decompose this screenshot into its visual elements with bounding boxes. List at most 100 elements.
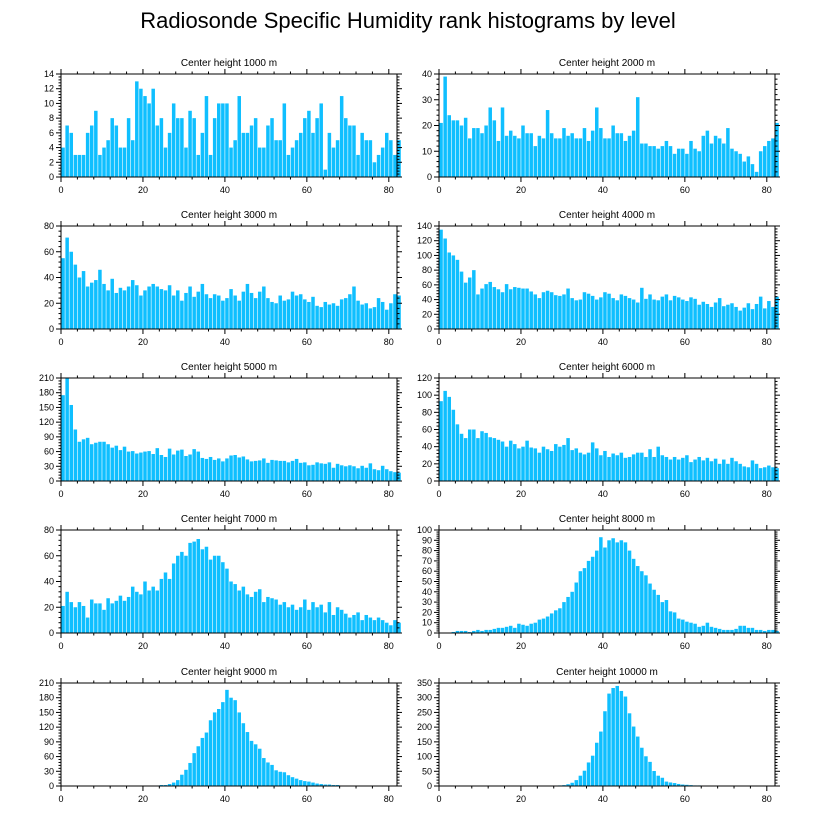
bar bbox=[767, 140, 771, 177]
bar bbox=[574, 448, 579, 481]
bar bbox=[282, 460, 287, 481]
bar bbox=[763, 467, 767, 481]
bar bbox=[98, 269, 102, 329]
bar bbox=[537, 619, 542, 633]
bar bbox=[603, 450, 607, 481]
bar bbox=[590, 556, 595, 633]
bar bbox=[566, 784, 570, 786]
bar bbox=[335, 140, 340, 177]
bar bbox=[315, 783, 319, 786]
bar bbox=[114, 125, 119, 177]
bar bbox=[196, 746, 201, 786]
bar bbox=[635, 97, 640, 177]
bar bbox=[443, 76, 447, 177]
bar bbox=[586, 762, 591, 786]
bar bbox=[139, 295, 143, 329]
bar bbox=[701, 135, 706, 177]
bar bbox=[212, 118, 217, 177]
bar bbox=[595, 742, 599, 786]
x-tick-label: 80 bbox=[762, 337, 772, 347]
bar bbox=[151, 283, 155, 329]
bar bbox=[476, 629, 480, 633]
bar bbox=[697, 626, 701, 633]
bar bbox=[106, 290, 110, 330]
bar bbox=[257, 589, 262, 633]
bar bbox=[303, 599, 307, 633]
bar bbox=[171, 454, 176, 481]
bar bbox=[611, 688, 615, 786]
bar bbox=[672, 612, 677, 633]
bar bbox=[163, 572, 168, 633]
y-tick-label: 100 bbox=[417, 390, 432, 400]
bar bbox=[586, 293, 591, 329]
bar bbox=[245, 594, 250, 634]
bar bbox=[106, 444, 110, 481]
y-tick-label: 150 bbox=[39, 707, 54, 717]
bar bbox=[237, 590, 241, 633]
bar bbox=[730, 148, 734, 177]
bar bbox=[562, 444, 566, 481]
bar bbox=[635, 566, 640, 633]
bar bbox=[611, 125, 615, 177]
bar bbox=[376, 470, 381, 481]
bar bbox=[167, 578, 172, 633]
bar bbox=[331, 147, 336, 177]
bar bbox=[171, 563, 176, 633]
panel-title: Center height 9000 m bbox=[181, 667, 277, 678]
bar bbox=[590, 130, 595, 177]
bar bbox=[533, 146, 538, 177]
bar bbox=[102, 441, 106, 481]
bar bbox=[730, 457, 734, 481]
y-tick-label: 60 bbox=[422, 280, 432, 290]
bar bbox=[298, 462, 303, 481]
bar bbox=[73, 429, 78, 481]
bar bbox=[69, 251, 73, 329]
bar bbox=[451, 120, 456, 177]
y-tick-label: 60 bbox=[44, 447, 54, 457]
panel-title: Center height 2000 m bbox=[559, 58, 655, 69]
bar bbox=[533, 448, 538, 481]
x-tick-label: 60 bbox=[680, 185, 690, 195]
bar bbox=[278, 460, 282, 481]
bar bbox=[644, 298, 648, 329]
bar bbox=[763, 630, 767, 633]
bar bbox=[380, 465, 385, 481]
bar bbox=[603, 292, 607, 329]
bar bbox=[513, 444, 517, 481]
y-tick-label: 90 bbox=[422, 535, 432, 545]
bar bbox=[217, 458, 221, 481]
bar bbox=[476, 294, 480, 329]
bar bbox=[746, 467, 751, 481]
bar bbox=[233, 584, 237, 633]
bar bbox=[360, 132, 364, 177]
bar bbox=[221, 461, 225, 481]
bar bbox=[208, 559, 213, 633]
x-tick-label: 20 bbox=[516, 337, 526, 347]
bar bbox=[339, 609, 344, 633]
bar bbox=[126, 596, 131, 633]
y-tick-label: 10 bbox=[422, 618, 432, 628]
bar bbox=[754, 171, 759, 177]
bar bbox=[750, 309, 755, 329]
bar bbox=[200, 283, 205, 329]
bar bbox=[274, 770, 278, 786]
y-tick-label: 180 bbox=[39, 693, 54, 703]
bar bbox=[303, 781, 307, 786]
x-tick-label: 40 bbox=[598, 185, 608, 195]
bar bbox=[619, 452, 624, 481]
x-tick-label: 40 bbox=[220, 185, 230, 195]
bar bbox=[492, 120, 497, 177]
bar bbox=[586, 140, 591, 177]
bar bbox=[159, 578, 164, 633]
y-tick-label: 0 bbox=[427, 172, 432, 182]
bar bbox=[549, 133, 554, 177]
x-tick-label: 20 bbox=[138, 337, 148, 347]
bar bbox=[94, 442, 98, 481]
bar bbox=[459, 125, 464, 177]
bar bbox=[139, 88, 143, 177]
bar bbox=[492, 287, 497, 329]
bar bbox=[672, 783, 677, 786]
bar bbox=[212, 294, 217, 329]
bar bbox=[130, 140, 135, 177]
bar bbox=[574, 582, 579, 633]
